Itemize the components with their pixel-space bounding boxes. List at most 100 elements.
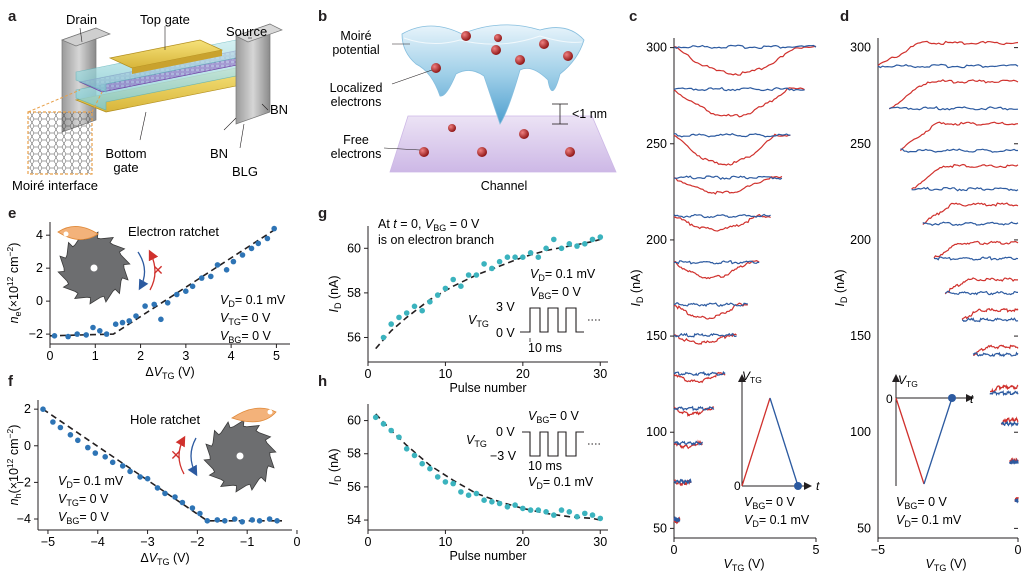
data-point <box>74 331 80 337</box>
data-point <box>239 519 245 525</box>
sweep-trace-forward <box>673 260 760 280</box>
free-electron <box>448 124 456 132</box>
data-point <box>50 419 56 425</box>
data-point <box>582 241 588 247</box>
c-inset-sweep-down <box>769 397 799 487</box>
top-gate-label: Top gate <box>140 12 190 27</box>
x-tick-label: −3 <box>140 535 154 549</box>
data-point <box>214 517 221 523</box>
sweep-trace-forward <box>673 87 805 118</box>
data-point <box>112 321 119 328</box>
data-point <box>222 518 228 524</box>
sweep-trace-backward <box>1001 420 1019 428</box>
d-inset-axis-label: VTG <box>898 373 918 389</box>
data-point <box>396 434 402 441</box>
g-pulse-axis-label: VTG <box>468 313 489 329</box>
channel-label: Channel <box>481 179 528 193</box>
spacing-label: <1 nm <box>572 107 607 121</box>
c-inset-zero: 0 <box>734 479 741 493</box>
sweep-trace-backward <box>673 260 760 265</box>
data-point <box>372 414 379 421</box>
x-tick-label: 0 <box>365 367 372 381</box>
y-tick-label: 150 <box>646 329 667 343</box>
x-tick-label: 0 <box>294 535 301 549</box>
bn-bottom-label: BN <box>210 146 228 161</box>
e-cond-vbg: VBG= 0 V <box>220 329 272 345</box>
data-point <box>197 510 203 517</box>
localized-electron <box>563 51 573 61</box>
y-axis-label: ne(×1012 cm−2) <box>5 243 23 324</box>
data-point <box>504 504 511 510</box>
x-tick-label: 0 <box>1015 543 1022 557</box>
y-tick-label: 2 <box>36 261 43 275</box>
data-point <box>434 292 441 298</box>
free-electrons-label-1: Free <box>343 133 369 147</box>
sweep-trace-backward <box>673 175 783 180</box>
y-tick-label: 58 <box>347 286 361 300</box>
data-point <box>411 452 418 459</box>
x-tick-label: 30 <box>593 535 607 549</box>
sweep-trace-forward <box>877 40 1019 67</box>
data-point <box>198 275 205 281</box>
h-pulse-high: 0 V <box>496 425 515 439</box>
sweep-trace-backward <box>922 221 1019 227</box>
pawl <box>57 226 99 240</box>
data-point <box>137 474 143 480</box>
h-pulse-axis-label: VTG <box>466 433 487 449</box>
data-point <box>249 517 255 523</box>
sweep-trace-backward <box>1014 497 1019 504</box>
y-tick-label: 60 <box>347 414 361 428</box>
sweep-trace-backward <box>933 256 1019 261</box>
g-note-line1: At t = 0, VBG = 0 V <box>378 217 480 233</box>
data-point <box>388 321 395 327</box>
x-tick-label: 0 <box>671 543 678 557</box>
data-point <box>473 490 480 497</box>
c-inset: VTG 0 t <box>732 366 828 516</box>
data-point <box>442 479 449 485</box>
y-tick-label: 50 <box>653 521 667 535</box>
y-tick-label: −2 <box>29 327 43 341</box>
x-axis-label: Pulse number <box>449 381 526 395</box>
moire-interface-label: Moiré interface <box>12 178 98 193</box>
g-cond-vbg: VBG= 0 V <box>530 285 582 301</box>
d-inset-t: t <box>970 392 974 406</box>
sweep-trace-forward <box>888 79 1019 110</box>
sweep-trace-backward <box>673 440 703 447</box>
sweep-trace-forward <box>899 121 1019 152</box>
y-tick-label: 50 <box>857 521 871 535</box>
data-point <box>489 499 495 505</box>
data-point <box>223 267 230 273</box>
data-point <box>67 432 74 438</box>
data-point <box>543 509 549 515</box>
y-tick-label: 54 <box>347 513 361 527</box>
y-tick-label: 300 <box>646 41 667 55</box>
c-inset-t: t <box>816 479 820 493</box>
free-electron <box>477 147 487 157</box>
sweep-trace-forward <box>961 307 1019 320</box>
x-tick-label: −1 <box>240 535 254 549</box>
data-point <box>465 272 472 278</box>
sweep-trace-forward <box>1000 416 1019 426</box>
hole-ratchet-title: Hole ratchet <box>130 412 200 427</box>
x-tick-label: 0 <box>47 349 54 363</box>
data-point <box>92 450 99 456</box>
data-point <box>127 468 133 475</box>
g-note-line2: is on electron branch <box>378 233 494 247</box>
free-electron <box>519 129 529 139</box>
moire-potential-label-2: potential <box>332 43 379 57</box>
bottom-gate-label-1: Bottom <box>105 146 146 161</box>
x-axis-label: ΔVTG (V) <box>140 551 189 567</box>
g-pulse-waveform <box>520 307 584 333</box>
blocked-cross-icon: ✕ <box>152 262 164 278</box>
y-axis-label: ID (nA) <box>327 448 343 485</box>
x-tick-label: 20 <box>516 535 530 549</box>
data-point <box>239 252 246 258</box>
electron-ratchet-title: Electron ratchet <box>128 224 219 239</box>
d-ylabel: ID (nA) <box>833 269 849 306</box>
sweep-trace-forward <box>673 45 817 76</box>
data-point <box>527 250 534 256</box>
sweep-trace-forward <box>990 384 1019 393</box>
y-tick-label: 56 <box>347 480 361 494</box>
localized-electron <box>494 34 502 42</box>
data-point <box>473 272 480 278</box>
